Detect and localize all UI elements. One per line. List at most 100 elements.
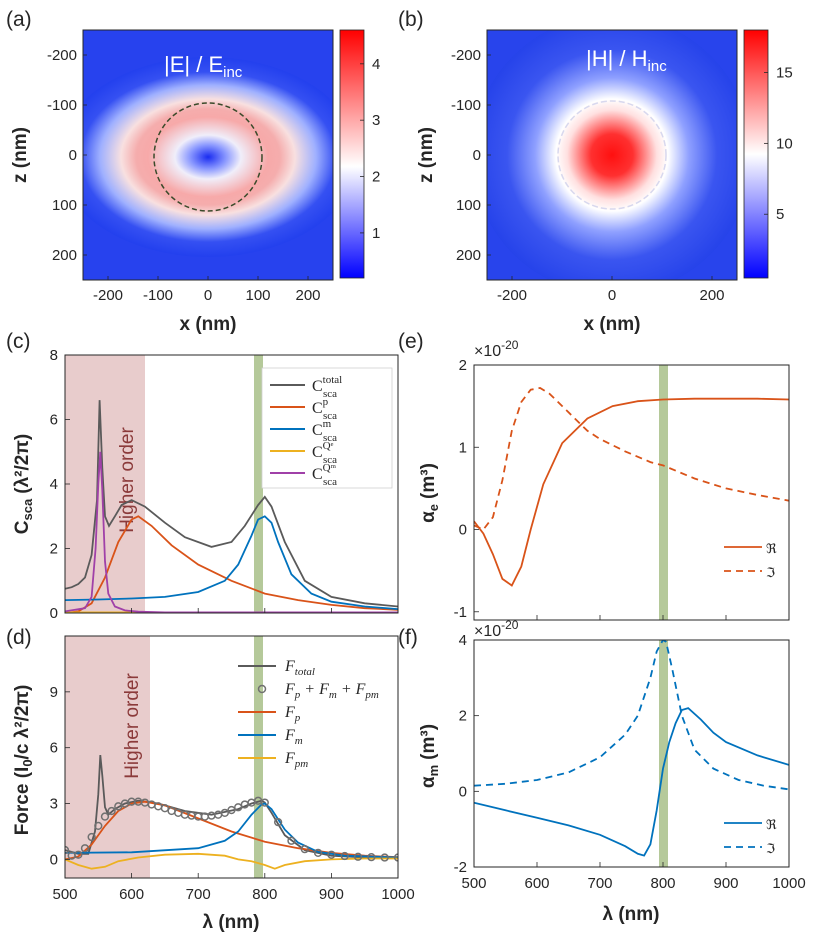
legend-im-label: ℑ bbox=[766, 565, 775, 580]
panel-e-ylabel-sub: e bbox=[426, 504, 441, 511]
y-tick-label: -200 bbox=[47, 47, 77, 64]
colorbar-tick-label: 2 bbox=[372, 169, 380, 186]
panel-e-ylabel-main: α bbox=[418, 511, 439, 523]
marker-point bbox=[227, 805, 236, 815]
legend-sub: sca bbox=[323, 432, 337, 444]
panel-e: (e) ×10-20 -1 0 1 2 ℜℑ αe (m³) bbox=[398, 330, 790, 621]
resonance-band-c bbox=[254, 355, 263, 613]
x-tick-label: 1000 bbox=[381, 886, 414, 903]
y-tick-label: 0 bbox=[69, 147, 77, 164]
panel-b-ticks: -200 0 200 -200 -100 0 100 200 15 10 5 bbox=[451, 47, 793, 304]
panel-a-title-sub: inc bbox=[223, 64, 243, 81]
plot-f: -2 0 2 4 500 600 700 800 900 1000 bbox=[454, 632, 806, 892]
panel-f-exponent-base: ×10 bbox=[474, 623, 501, 640]
legend-entry: Cm sca bbox=[312, 418, 337, 444]
panel-d-frame bbox=[64, 635, 399, 879]
x-tick-label: 200 bbox=[295, 287, 320, 304]
x-tick-label: 600 bbox=[119, 886, 144, 903]
legend-sub: total bbox=[295, 666, 315, 678]
legend-entry: Cp sca bbox=[312, 396, 337, 422]
series-line-f-m bbox=[65, 802, 398, 859]
legend-e: ℜℑ bbox=[724, 541, 777, 580]
legend-sub: sca bbox=[323, 476, 337, 488]
colorbar-tick-label: 10 bbox=[776, 135, 793, 152]
panel-e-ylabel: αe (m³) bbox=[418, 463, 441, 523]
marker-point bbox=[340, 851, 349, 861]
panel-e-frame bbox=[473, 364, 790, 621]
marker-point bbox=[114, 802, 123, 811]
marker-point bbox=[87, 832, 96, 842]
panel-f-ylabel-main: α bbox=[418, 776, 439, 788]
panel-b-title: |H| / Hinc bbox=[586, 46, 667, 75]
marker-point bbox=[380, 853, 389, 862]
colorbar-b bbox=[743, 29, 769, 279]
legend-sub: pm bbox=[294, 758, 309, 770]
x-tick-label: 700 bbox=[587, 875, 612, 892]
marker-point bbox=[273, 818, 283, 827]
y-tick-label: 0 bbox=[459, 783, 467, 800]
marker-point bbox=[207, 811, 216, 820]
legend-entry: Ctotal sca bbox=[312, 374, 342, 400]
x-tick-label: 900 bbox=[713, 875, 738, 892]
y-tick-label: 8 bbox=[50, 347, 58, 364]
y-tick-label: 0 bbox=[50, 851, 58, 868]
x-tick-label: 500 bbox=[52, 886, 77, 903]
e-field-map bbox=[83, 57, 333, 257]
higher-order-label-c: Higher order bbox=[117, 427, 138, 533]
panel-a: (a) |E| / Einc -200 -100 0 100 200 -200 -100 0 1… bbox=[6, 8, 380, 335]
marker-point bbox=[220, 808, 229, 817]
panel-f-ylabel: αm (m³) bbox=[418, 724, 441, 788]
panel-d-ylabel-rest: /c λ²/2π) bbox=[12, 685, 33, 760]
y-tick-label: 100 bbox=[52, 197, 77, 214]
series-line-c-sca-p bbox=[65, 515, 398, 613]
legend-base: F bbox=[284, 727, 295, 744]
panel-c-ylabel-sub: sca bbox=[20, 498, 35, 520]
x-tick-label: 500 bbox=[461, 875, 486, 892]
particle-outline-a bbox=[153, 102, 263, 212]
y-tick-label: 200 bbox=[456, 247, 481, 264]
panel-c-ylabel-units: (λ²/2π) bbox=[12, 434, 33, 494]
colorbar-tick-label: 3 bbox=[372, 112, 380, 129]
marker-point bbox=[107, 806, 116, 816]
panel-b-title-main: |H| / H bbox=[586, 46, 648, 71]
panel-e-exponent-base: ×10 bbox=[474, 343, 501, 360]
panel-f-frame bbox=[473, 639, 790, 868]
plot-c: 0 2 4 6 8 bbox=[50, 347, 399, 622]
panel-b: (b) |H| / Hinc -200 0 200 -200 -100 0 100 200 15… bbox=[398, 8, 793, 335]
series-line-im bbox=[474, 387, 789, 531]
legend-base: F bbox=[284, 681, 295, 698]
y-tick-label: 200 bbox=[52, 247, 77, 264]
legend-sub: sca bbox=[323, 388, 337, 400]
panel-a-title-main: |E| / E bbox=[164, 52, 223, 77]
y-tick-label: 2 bbox=[50, 541, 58, 558]
marker-point bbox=[393, 853, 398, 862]
legend-sub: p bbox=[294, 689, 301, 701]
legend-sup: total bbox=[323, 374, 343, 386]
marker-point bbox=[80, 844, 90, 853]
y-tick-label: -100 bbox=[451, 97, 481, 114]
colorbar-tick-label: 15 bbox=[776, 65, 793, 82]
marker-point bbox=[74, 850, 83, 859]
x-tick-label: 900 bbox=[319, 886, 344, 903]
legend-sub: pm bbox=[364, 689, 379, 701]
legend-entry: Fp bbox=[284, 704, 301, 724]
panel-a-ylabel: z (nm) bbox=[10, 127, 31, 183]
colorbar-a bbox=[339, 29, 365, 279]
x-tick-label: 200 bbox=[699, 287, 724, 304]
panel-b-label: (b) bbox=[398, 8, 424, 31]
panel-e-exponent: ×10-20 bbox=[474, 338, 519, 360]
y-tick-label: -200 bbox=[451, 47, 481, 64]
marker-point bbox=[160, 804, 170, 813]
legend-sup: Qᵉ bbox=[323, 440, 334, 452]
legend-re-label: ℜ bbox=[766, 817, 777, 832]
legend-base: C bbox=[312, 466, 323, 483]
series-line-c-sca-qm bbox=[65, 451, 398, 613]
marker-point bbox=[313, 848, 323, 858]
higher-order-label-d: Higher order bbox=[122, 673, 143, 779]
panel-d-ylabel-sub: 0 bbox=[20, 759, 35, 766]
y-tick-label: 3 bbox=[50, 796, 58, 813]
panel-f-ylabel-units: (m³) bbox=[418, 724, 439, 760]
legend-swatch bbox=[257, 684, 267, 694]
y-tick-label: 0 bbox=[50, 605, 58, 622]
